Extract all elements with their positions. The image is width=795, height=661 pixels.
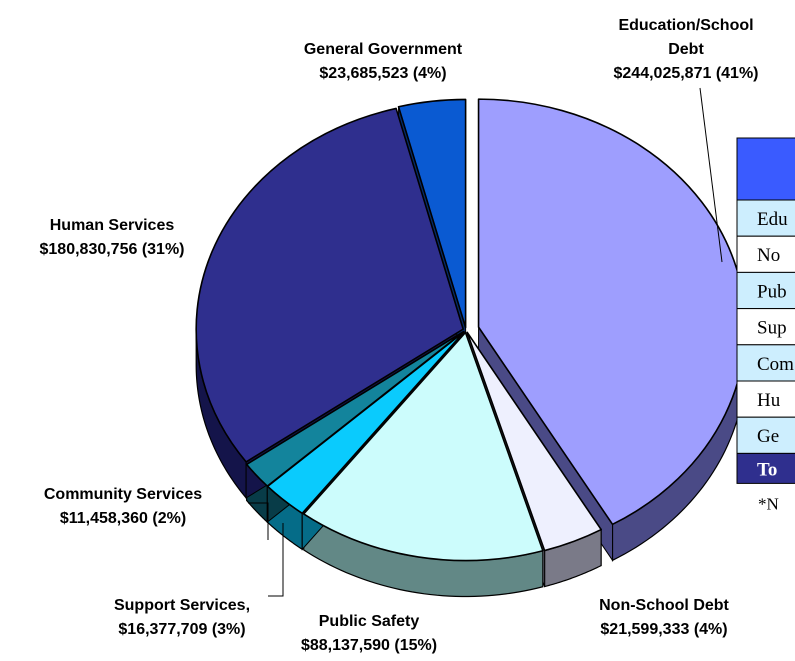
table-row-label-1: Edu (757, 209, 788, 230)
pie-slice-6 (195, 107, 464, 463)
leader-line-2 (248, 502, 269, 540)
slice-label-5-line-2: $11,458,360 (2%) (60, 510, 186, 527)
table-row-label-4: Sup (757, 318, 787, 339)
pie-slice-2 (466, 331, 602, 552)
slice-label-7-line-1: General Government (304, 41, 463, 58)
slice-label-3: Public Safety $88,137,590 (15%) (301, 613, 437, 654)
slice-labels: Education/School Debt $244,025,871 (41%) No… (40, 17, 759, 654)
slice-label-5: Community Services $11,458,360 (2%) (44, 486, 202, 527)
slice-label-1-line-3: $244,025,871 (41%) (614, 65, 759, 82)
slice-label-4-line-1: Support Services, (114, 597, 250, 614)
slice-label-3-line-1: Public Safety (319, 613, 420, 630)
slice-label-1-line-2: Debt (668, 41, 704, 58)
slice-label-6: Human Services $180,830,756 (31%) (40, 217, 185, 258)
table-row-label-6: Hu (757, 390, 781, 411)
slice-label-1: Education/School Debt $244,025,871 (41%) (614, 17, 759, 82)
table-row-7 (736, 416, 795, 454)
slice-label-1-line-1: Education/School (618, 17, 753, 34)
slice-label-5-line-1: Community Services (44, 486, 202, 503)
pie-slice-3 (302, 331, 544, 562)
slice-label-3-line-2: $88,137,590 (15%) (301, 637, 437, 654)
table-row-3 (736, 271, 795, 310)
table-row-6 (736, 380, 795, 418)
legend-table: Edu No Pub Sup Com Hu Ge To *N (736, 137, 795, 513)
slice-label-2: Non-School Debt $21,599,333 (4%) (599, 597, 729, 638)
slice-label-4-line-2: $16,377,709 (3%) (118, 621, 245, 638)
slice-label-7: General Government $23,685,523 (4%) (304, 41, 463, 82)
pie-slice-1 (477, 98, 747, 526)
table-row-5 (736, 344, 795, 382)
table-footnote: *N (758, 494, 779, 513)
slice-label-4: Support Services, $16,377,709 (3%) (114, 597, 250, 638)
table-row-4 (736, 308, 795, 346)
slice-label-2-line-1: Non-School Debt (599, 597, 729, 614)
slice-label-2-line-2: $21,599,333 (4%) (600, 621, 727, 638)
table-row-2 (736, 235, 795, 273)
leader-lines (248, 87, 723, 597)
table-row-label-2: No (757, 245, 780, 266)
pie-slice-7 (397, 98, 467, 329)
table-row-label-3: Pub (757, 281, 787, 302)
leader-line-3 (268, 523, 284, 597)
slice-label-6-line-2: $180,830,756 (31%) (40, 241, 185, 258)
pie-top (195, 98, 747, 562)
table-total-row (736, 452, 795, 484)
table-row-label-5: Com (757, 354, 794, 375)
pie-slice-5 (245, 330, 465, 487)
table-row-label-7: Ge (757, 426, 779, 447)
table-header (736, 137, 795, 201)
table-total-label: To (757, 459, 777, 480)
slice-label-6-line-1: Human Services (50, 217, 175, 234)
slice-label-7-line-2: $23,685,523 (4%) (319, 65, 446, 82)
leader-line-1 (699, 87, 723, 263)
